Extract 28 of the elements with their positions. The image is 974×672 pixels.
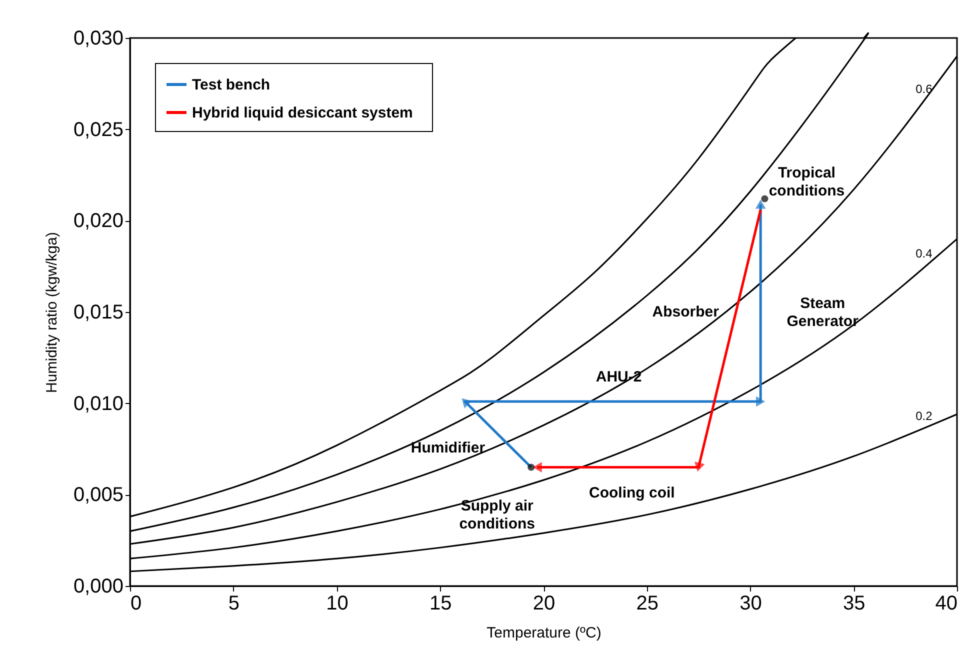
y-tick-label: 0,025	[73, 118, 124, 141]
annotation: 0.4	[916, 246, 933, 261]
x-tick-label: 40	[935, 592, 958, 614]
x-tick-label: 10	[326, 592, 348, 614]
x-tick-label: 30	[740, 592, 762, 614]
x-axis-title: Temperature (ºC)	[486, 624, 602, 642]
legend-label: Test bench	[192, 76, 270, 94]
y-tick-label: 0,020	[73, 210, 124, 232]
x-tick-label: 35	[843, 592, 866, 614]
x-tick-label: 20	[532, 592, 556, 614]
y-tick-label: 0,015	[73, 302, 124, 324]
annotation: Humidifier	[410, 439, 486, 456]
annotation: Supply air conditions	[459, 497, 536, 532]
y-tick-label: 0,010	[73, 392, 124, 415]
y-axis-title: Humidity ratio (kgw/kga)	[43, 232, 60, 393]
legend-label: Hybrid liquid desiccant system	[192, 104, 413, 122]
y-tick-label: 0,005	[73, 484, 124, 506]
x-tick-label: 25	[636, 592, 658, 614]
x-tick-label: 0	[130, 592, 142, 614]
annotation: Cooling coil	[589, 484, 675, 502]
annotation: 0.2	[916, 409, 933, 424]
annotation: Steam Generator	[786, 294, 859, 330]
annotation: Absorber	[652, 304, 720, 321]
y-tick-label: 0,030	[73, 28, 124, 50]
annotation: Tropical conditions	[768, 164, 845, 200]
x-tick-label: 15	[430, 592, 452, 614]
x-tick-label: 5	[228, 592, 240, 614]
y-tick-label: 0,000	[73, 576, 124, 598]
